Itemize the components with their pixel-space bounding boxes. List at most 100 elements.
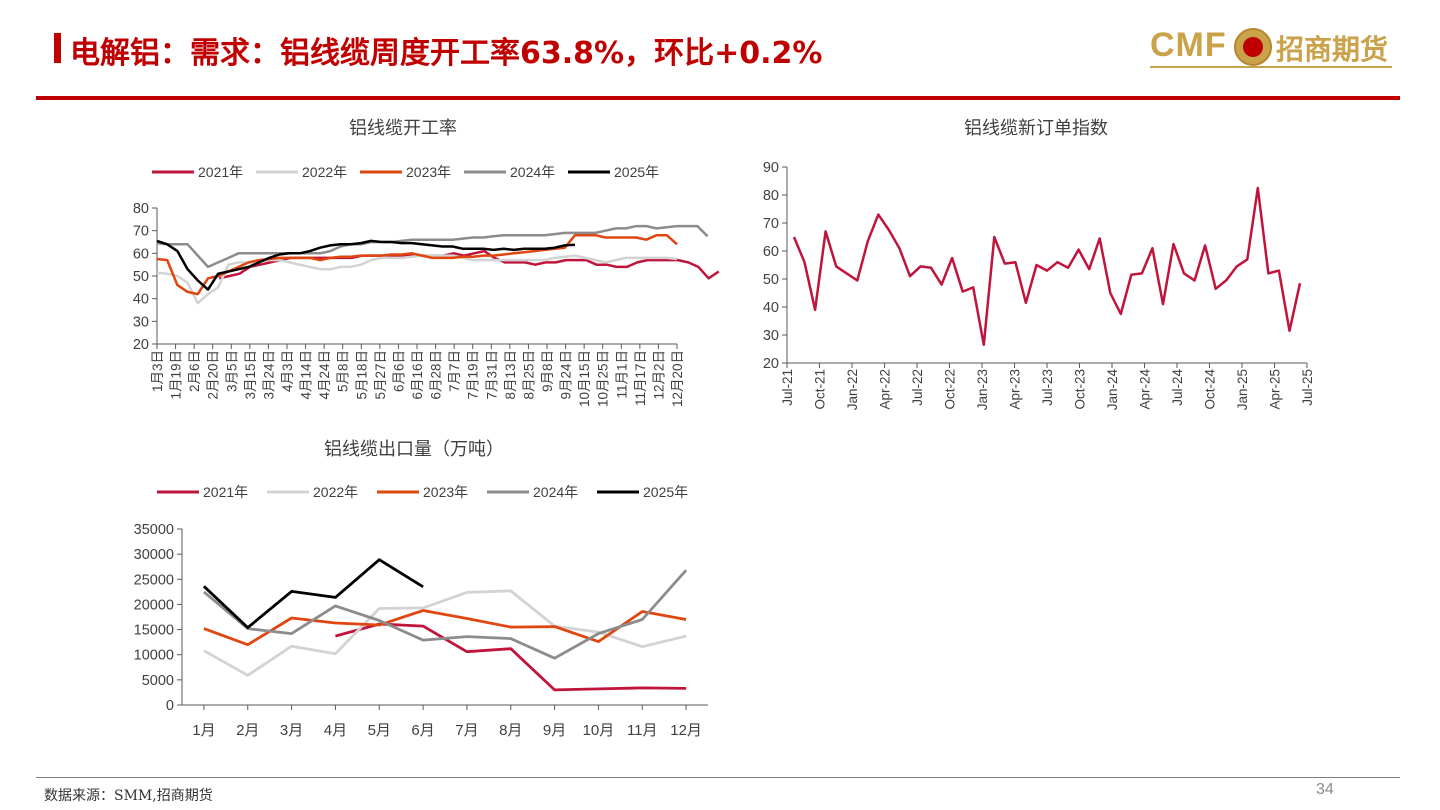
series-line-2025年 xyxy=(156,239,576,291)
x-tick-label: 8月25日 xyxy=(521,350,536,400)
x-tick-label: 4月3日 xyxy=(280,350,295,392)
x-tick-label: Jul-24 xyxy=(1170,369,1185,406)
cmf-badge-icon xyxy=(1234,28,1272,66)
page-number: 34 xyxy=(1316,781,1334,798)
company-logo: CMF 招商期货 xyxy=(1150,26,1400,68)
x-tick-label: 8月13日 xyxy=(503,350,518,400)
series-line-2024年 xyxy=(203,569,688,660)
y-tick-label: 80 xyxy=(133,201,149,217)
y-tick-label: 60 xyxy=(133,246,149,262)
y-tick-label: 30 xyxy=(763,328,779,344)
y-tick-label: 0 xyxy=(166,698,174,714)
x-tick-label: 7月19日 xyxy=(466,350,481,400)
y-tick-label: 50 xyxy=(763,272,779,288)
x-tick-label: Jul-23 xyxy=(1040,369,1055,406)
series-line-index xyxy=(792,186,1302,347)
y-tick-label: 35000 xyxy=(134,522,174,538)
x-tick-label: 11月17日 xyxy=(633,350,648,406)
x-tick-label: 3月15日 xyxy=(243,350,258,400)
x-tick-label: Oct-23 xyxy=(1073,369,1088,410)
x-tick-label: 9月 xyxy=(543,722,566,739)
x-tick-label: 2月20日 xyxy=(206,350,221,400)
x-tick-label: 4月 xyxy=(324,722,347,739)
y-tick-label: 20 xyxy=(763,356,779,372)
header-divider xyxy=(36,96,1400,100)
x-tick-label: Jul-22 xyxy=(910,369,925,406)
x-tick-label: 10月 xyxy=(583,722,615,739)
x-tick-label: 12月2日 xyxy=(651,350,666,400)
y-tick-label: 70 xyxy=(763,216,779,232)
chart-title: 铝线缆出口量（万吨） xyxy=(324,439,504,459)
x-tick-label: 1月 xyxy=(192,722,215,739)
series-line-2023年 xyxy=(203,609,687,647)
legend-label: 2021年 xyxy=(198,164,243,180)
y-tick-label: 60 xyxy=(763,244,779,260)
logo-text-cn: 招商期货 xyxy=(1276,33,1389,66)
page-title: 电解铝：需求：铝线缆周度开工率63.8%，环比+0.2% xyxy=(70,36,823,71)
x-tick-label: 6月6日 xyxy=(391,350,406,392)
x-tick-label: Oct-21 xyxy=(813,369,828,410)
x-tick-label: 9月24日 xyxy=(559,350,574,400)
x-tick-label: 8月 xyxy=(499,722,522,739)
legend-label: 2022年 xyxy=(313,484,358,500)
x-tick-label: 11月1日 xyxy=(614,350,629,399)
y-tick-label: 70 xyxy=(133,224,149,240)
legend-label: 2022年 xyxy=(302,164,347,180)
x-tick-label: 1月3日 xyxy=(150,350,165,392)
x-tick-label: 2月 xyxy=(236,722,259,739)
x-tick-label: Apr-25 xyxy=(1268,369,1283,410)
x-tick-label: Jul-21 xyxy=(780,369,795,406)
x-tick-label: 6月28日 xyxy=(429,350,444,400)
legend-label: 2021年 xyxy=(203,484,248,500)
x-tick-label: 5月18日 xyxy=(354,350,369,400)
x-tick-label: 6月16日 xyxy=(410,350,425,400)
x-tick-label: Apr-24 xyxy=(1138,369,1153,410)
x-tick-label: 3月 xyxy=(280,722,303,739)
x-tick-label: 10月25日 xyxy=(596,350,611,407)
x-tick-label: 4月24日 xyxy=(317,350,332,400)
y-tick-label: 40 xyxy=(133,292,149,308)
legend-label: 2023年 xyxy=(406,164,451,180)
x-tick-label: 10月15日 xyxy=(577,350,592,407)
x-tick-label: Jul-25 xyxy=(1300,369,1315,406)
legend-label: 2024年 xyxy=(510,164,555,180)
title-accent-bar xyxy=(54,33,61,63)
x-tick-label: 2月6日 xyxy=(187,350,202,392)
x-tick-label: 5月 xyxy=(368,722,391,739)
x-tick-label: 7月 xyxy=(455,722,478,739)
x-tick-label: 12月20日 xyxy=(670,350,685,407)
chart-title: 铝线缆新订单指数 xyxy=(964,118,1108,138)
legend-label: 2024年 xyxy=(533,484,578,500)
series-line-2025年 xyxy=(202,558,424,629)
x-tick-label: 11月 xyxy=(627,722,658,739)
x-tick-label: 6月 xyxy=(411,722,434,739)
y-tick-label: 90 xyxy=(763,160,779,176)
chart-title: 铝线缆开工率 xyxy=(349,118,457,138)
x-tick-label: Apr-23 xyxy=(1008,369,1023,410)
logo-text-en: CMF xyxy=(1150,26,1227,64)
y-tick-label: 25000 xyxy=(134,572,174,588)
series-line-2024年 xyxy=(156,224,709,269)
x-tick-label: Apr-22 xyxy=(878,369,893,410)
x-tick-label: 7月31日 xyxy=(484,350,499,400)
x-tick-label: 5月27日 xyxy=(373,350,388,400)
series-line-2021年 xyxy=(335,622,687,692)
x-tick-label: Oct-22 xyxy=(943,369,958,410)
y-tick-label: 30000 xyxy=(134,547,174,563)
y-tick-label: 30 xyxy=(133,314,149,330)
data-source-note: 数据来源：SMM,招商期货 xyxy=(44,788,213,804)
y-tick-label: 10000 xyxy=(134,648,174,664)
x-tick-label: 3月5日 xyxy=(224,350,239,392)
y-tick-label: 40 xyxy=(763,300,779,316)
y-tick-label: 80 xyxy=(763,188,779,204)
x-tick-label: 3月24日 xyxy=(261,350,276,400)
y-tick-label: 5000 xyxy=(142,673,174,689)
x-tick-label: Jan-25 xyxy=(1235,369,1250,410)
legend-label: 2025年 xyxy=(643,484,688,500)
x-tick-label: Oct-24 xyxy=(1203,369,1218,410)
x-tick-label: 12月 xyxy=(670,722,702,739)
x-tick-label: 5月8日 xyxy=(336,350,351,392)
